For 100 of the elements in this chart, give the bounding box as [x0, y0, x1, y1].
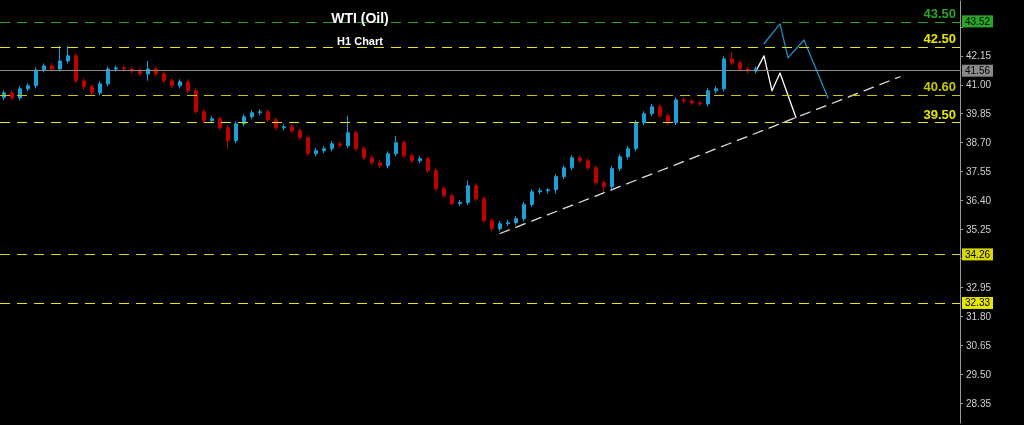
candlestick	[226, 124, 230, 150]
candlestick	[586, 157, 590, 171]
y-tick-label: 28.35	[966, 397, 992, 409]
candlestick	[162, 70, 166, 84]
candlestick	[98, 80, 102, 96]
y-tick-label: 41.00	[966, 79, 992, 91]
candlestick	[682, 96, 686, 104]
candlestick	[602, 179, 606, 193]
candlestick	[450, 192, 454, 207]
candlestick	[362, 145, 366, 161]
y-tick-label: 42.15	[966, 50, 992, 62]
candlestick	[186, 78, 190, 94]
candlestick	[82, 77, 86, 90]
y-tick-label: 37.55	[966, 166, 992, 178]
candlestick	[170, 77, 174, 89]
candlestick	[354, 129, 358, 152]
candlestick	[50, 62, 54, 72]
text: WTI (Oil)	[331, 10, 389, 26]
candlestick	[634, 119, 638, 152]
candlestick	[42, 62, 46, 73]
candlestick	[426, 155, 430, 174]
candlestick	[266, 108, 270, 123]
candlestick	[698, 99, 702, 107]
candlestick	[578, 154, 582, 164]
candlestick	[194, 87, 198, 115]
candlestick	[594, 164, 598, 186]
candlestick	[690, 97, 694, 106]
candlestick	[202, 108, 206, 124]
candlestick	[538, 187, 542, 195]
ref-line-label: 39.50	[923, 106, 956, 122]
candlestick	[218, 115, 222, 131]
line-series	[763, 23, 829, 99]
candlestick	[26, 82, 30, 92]
y-tick-label: 30.65	[966, 339, 992, 351]
candlestick	[442, 185, 446, 199]
candlestick	[626, 145, 630, 160]
candlestick	[490, 217, 494, 232]
candlestick	[282, 123, 286, 131]
y-tick-label: 32.95	[966, 281, 992, 293]
candlestick	[522, 201, 526, 222]
candlestick	[434, 167, 438, 192]
y-tick-label: 39.85	[966, 108, 992, 120]
candlestick	[514, 215, 518, 226]
candlestick	[714, 85, 718, 94]
candlestick	[410, 152, 414, 164]
candlestick	[650, 103, 654, 117]
annotation: 34.26	[965, 248, 991, 260]
candlestick	[290, 123, 294, 134]
y-tick-label: 38.70	[966, 137, 992, 149]
candlestick	[90, 83, 94, 96]
candlestick	[498, 220, 502, 232]
candlestick	[314, 147, 318, 157]
candlestick	[210, 115, 214, 124]
ref-line-label: 40.60	[923, 78, 956, 94]
candlestick	[146, 60, 150, 82]
candlestick	[338, 140, 342, 149]
candlestick	[618, 153, 622, 172]
y-tick-label: 31.80	[966, 310, 992, 322]
candlestick	[298, 127, 302, 141]
candlestick	[18, 85, 22, 101]
candlestick	[258, 108, 262, 116]
y-tick-label: 29.50	[966, 368, 992, 380]
candlestick	[562, 164, 566, 180]
candlestick	[706, 87, 710, 107]
candlestick	[122, 64, 126, 72]
candlestick	[546, 187, 550, 194]
candlestick	[34, 66, 38, 89]
candlestick	[466, 180, 470, 206]
candlestick	[74, 52, 78, 84]
candlestick	[58, 45, 62, 72]
candlestick	[506, 219, 510, 227]
candlestick	[370, 154, 374, 166]
candlestick	[114, 64, 118, 72]
candlestick	[418, 155, 422, 164]
candlestick	[642, 110, 646, 126]
candlestick	[474, 182, 478, 202]
candlestick	[178, 78, 182, 89]
candlestick	[346, 115, 350, 149]
ref-line-label: 43.50	[923, 5, 956, 21]
line-series	[755, 55, 797, 119]
candlestick	[458, 199, 462, 207]
candlestick	[482, 195, 486, 224]
candlestick	[554, 173, 558, 194]
candlestick	[402, 139, 406, 159]
candlestick	[234, 120, 238, 144]
candlestick	[674, 96, 678, 126]
text: H1 Chart	[337, 34, 384, 47]
candlestick	[394, 135, 398, 157]
annotation: 41.56	[965, 65, 991, 77]
candlestick	[250, 109, 254, 120]
candlestick	[306, 134, 310, 157]
candlestick	[738, 59, 742, 72]
annotation: 43.52	[965, 15, 991, 27]
candlestick	[658, 103, 662, 119]
candlestick	[722, 55, 726, 92]
candlestick	[570, 154, 574, 171]
candlestick	[322, 145, 326, 154]
y-tick-label: 35.25	[966, 223, 992, 235]
candlestick	[730, 51, 734, 66]
y-tick-label: 36.40	[966, 195, 992, 207]
